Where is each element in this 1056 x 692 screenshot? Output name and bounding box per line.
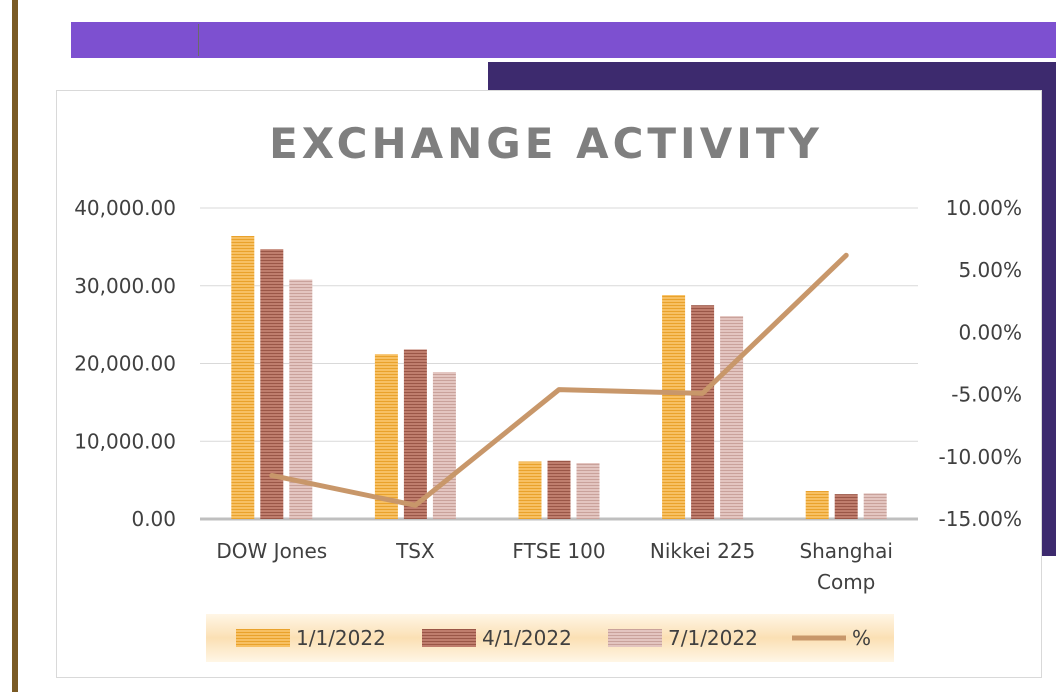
top-band-divider	[198, 24, 199, 56]
bar-1	[374, 354, 398, 519]
bar-2	[547, 460, 571, 519]
left-tick-label: 40,000.00	[74, 196, 176, 220]
left-tick-label: 0.00	[131, 507, 176, 531]
bar-series	[231, 235, 887, 520]
category-label: DOW Jones	[216, 539, 327, 563]
chart-card	[56, 90, 1042, 678]
category-axis: DOW Jones TSX FTSE 100 Nikkei 225 Shanghai Co…	[216, 539, 893, 594]
bar-3	[432, 372, 456, 519]
bar-3	[720, 316, 744, 519]
legend-label: %	[852, 626, 871, 650]
legend-background	[206, 614, 894, 662]
bar-2	[691, 305, 715, 519]
bar-1	[518, 461, 542, 519]
left-axis: 0.00 10,000.00 20,000.00 30,000.00 40,000.00	[74, 196, 176, 531]
category-label: FTSE 100	[512, 539, 605, 563]
bar-1	[805, 491, 829, 519]
bar-3	[863, 493, 887, 519]
right-tick-label: -15.00%	[939, 507, 1022, 531]
bar-3	[289, 279, 313, 519]
right-axis: -15.00% -10.00% -5.00% 0.00% 5.00% 10.00%	[939, 196, 1022, 531]
category-label: Comp	[817, 570, 875, 594]
legend-label: 7/1/2022	[668, 626, 758, 650]
left-tick-label: 10,000.00	[74, 429, 176, 453]
chart-title: EXCHANGE ACTIVITY	[269, 119, 823, 168]
bar-3	[576, 463, 600, 519]
right-tick-label: 10.00%	[946, 196, 1022, 220]
right-tick-label: -5.00%	[951, 383, 1022, 407]
bar-1	[231, 235, 255, 520]
category-label: Shanghai	[799, 539, 893, 563]
percent-line	[269, 252, 849, 508]
top-accent-band	[71, 22, 1056, 58]
left-accent-bar	[12, 0, 18, 692]
bar-2	[403, 349, 427, 519]
legend-swatch-1	[236, 629, 290, 647]
bar-1	[662, 295, 686, 519]
legend-label: 4/1/2022	[482, 626, 572, 650]
category-label: TSX	[395, 539, 435, 563]
right-tick-label: 5.00%	[958, 258, 1022, 282]
left-tick-label: 30,000.00	[74, 274, 176, 298]
percent-line-series	[269, 252, 849, 508]
legend-swatch-2	[422, 629, 476, 647]
legend-label: 1/1/2022	[296, 626, 386, 650]
left-tick-label: 20,000.00	[74, 352, 176, 376]
category-label: Nikkei 225	[650, 539, 755, 563]
right-tick-label: -10.00%	[939, 445, 1022, 469]
right-tick-label: 0.00%	[958, 320, 1022, 344]
bar-2	[834, 494, 858, 519]
legend: 1/1/2022 4/1/2022 7/1/2022%	[206, 614, 894, 662]
legend-swatch-3	[608, 629, 662, 647]
bar-2	[260, 249, 284, 519]
